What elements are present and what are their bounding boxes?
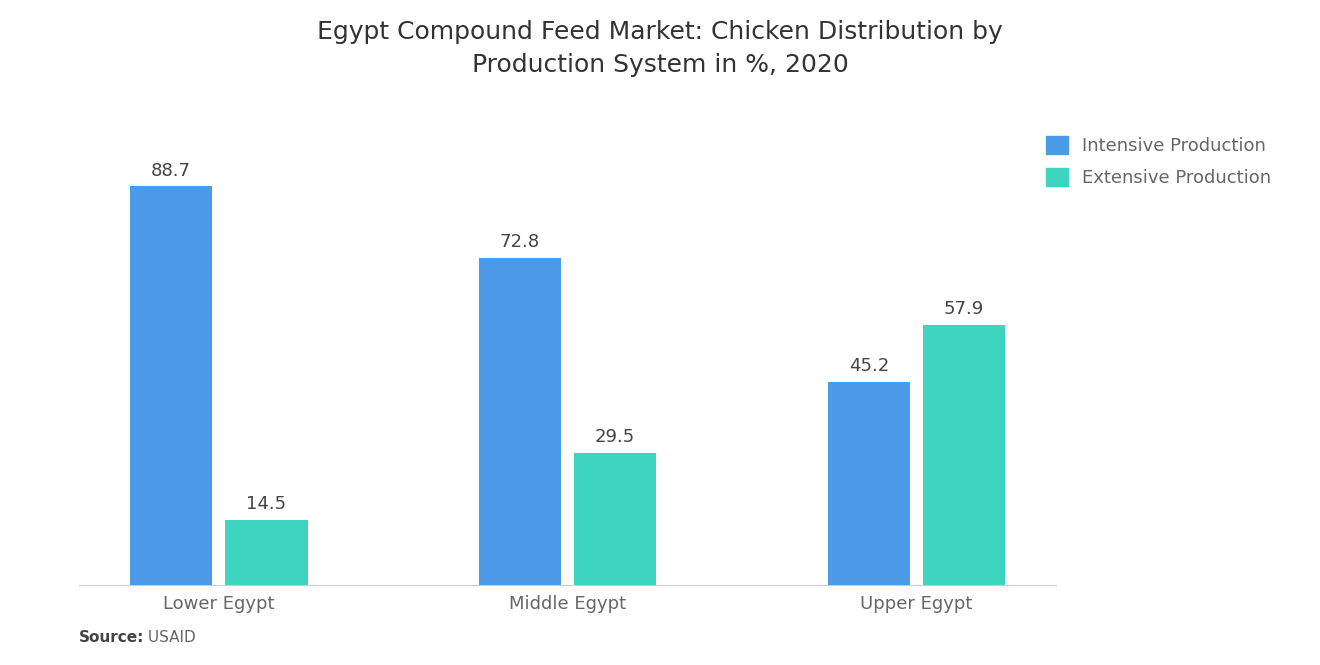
Text: USAID: USAID [143,630,195,645]
Text: 29.5: 29.5 [595,428,635,446]
Bar [226,520,308,585]
Bar [574,453,656,585]
Bar [923,325,1006,585]
Bar [828,382,909,585]
Text: 14.5: 14.5 [247,495,286,513]
Text: 88.7: 88.7 [152,162,191,180]
Text: 57.9: 57.9 [944,300,985,318]
Text: Source:: Source: [79,630,145,645]
Text: 45.2: 45.2 [849,357,888,375]
Text: Egypt Compound Feed Market: Chicken Distribution by
Production System in %, 2020: Egypt Compound Feed Market: Chicken Dist… [317,20,1003,77]
Bar [479,258,561,585]
Bar [129,186,213,585]
Text: 72.8: 72.8 [500,233,540,251]
Legend: Intensive Production, Extensive Production: Intensive Production, Extensive Producti… [1039,129,1278,194]
